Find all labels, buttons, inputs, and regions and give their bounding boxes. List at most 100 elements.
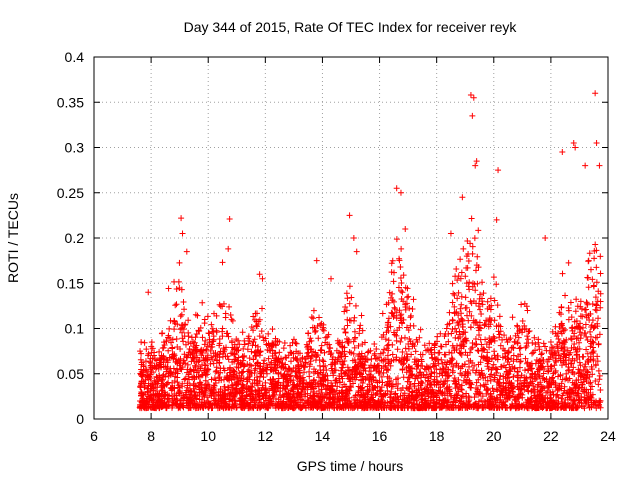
data-point — [558, 304, 565, 311]
data-point — [200, 405, 207, 412]
data-point — [341, 308, 348, 315]
data-point — [397, 393, 404, 400]
data-point — [542, 235, 549, 241]
data-point — [522, 344, 529, 351]
data-point — [514, 339, 521, 346]
data-point — [225, 333, 232, 340]
data-point — [461, 361, 468, 368]
data-point — [240, 357, 247, 364]
data-point — [342, 329, 349, 336]
data-point — [176, 259, 183, 266]
data-point — [272, 380, 279, 387]
data-point — [226, 404, 233, 411]
data-point — [428, 382, 435, 389]
data-point — [413, 373, 420, 380]
data-point — [271, 389, 278, 396]
data-point — [217, 392, 224, 399]
data-point — [479, 279, 486, 286]
data-point — [470, 317, 477, 324]
data-point — [379, 379, 386, 386]
data-point — [373, 400, 380, 407]
data-point — [466, 381, 473, 388]
data-point — [477, 382, 484, 389]
data-point — [379, 393, 386, 400]
data-point — [284, 405, 291, 412]
data-point — [256, 333, 263, 340]
data-point — [583, 333, 590, 340]
data-point — [540, 340, 547, 347]
data-point — [344, 322, 351, 329]
data-point — [395, 284, 402, 291]
data-point — [537, 403, 544, 410]
data-point — [349, 374, 356, 381]
data-point — [178, 215, 185, 222]
data-point — [454, 277, 461, 284]
data-point — [385, 315, 392, 322]
data-point — [488, 356, 495, 363]
data-point — [256, 396, 263, 403]
data-point — [538, 392, 545, 399]
data-point — [357, 391, 364, 398]
data-point — [293, 401, 300, 408]
data-point — [453, 328, 460, 335]
data-point — [383, 345, 390, 352]
data-point — [511, 365, 518, 372]
data-point — [378, 334, 385, 341]
data-point — [589, 276, 596, 283]
data-point — [451, 394, 458, 401]
data-point — [302, 383, 309, 390]
data-point — [384, 387, 391, 394]
data-point — [396, 257, 403, 264]
data-point — [593, 405, 600, 412]
data-point — [197, 324, 204, 331]
data-point — [497, 342, 504, 349]
data-point — [149, 364, 156, 371]
data-point — [512, 332, 519, 339]
data-point — [295, 350, 302, 357]
data-point — [549, 388, 556, 395]
data-point — [279, 385, 286, 392]
data-point — [426, 340, 433, 347]
data-point — [415, 362, 422, 369]
data-point — [356, 397, 363, 404]
data-point — [411, 343, 418, 350]
data-point — [479, 393, 486, 400]
data-point — [314, 322, 321, 329]
data-point — [327, 385, 334, 392]
data-point — [260, 360, 267, 367]
data-point — [514, 322, 521, 329]
data-point — [356, 330, 363, 337]
data-point — [350, 235, 357, 241]
data-point — [344, 295, 351, 302]
data-point — [400, 272, 407, 279]
data-point — [285, 389, 292, 396]
data-point — [413, 357, 420, 364]
data-point — [409, 393, 416, 400]
data-point — [244, 378, 251, 385]
data-point — [280, 382, 287, 389]
data-point — [423, 366, 430, 373]
data-point — [193, 369, 200, 376]
data-point — [568, 369, 575, 376]
data-point — [367, 347, 374, 354]
data-point — [418, 403, 425, 410]
data-point — [348, 384, 355, 391]
data-point — [233, 364, 240, 371]
data-point — [573, 296, 580, 303]
data-point — [378, 373, 385, 380]
data-point — [549, 374, 556, 381]
data-point — [573, 335, 580, 342]
data-point — [488, 317, 495, 324]
data-point — [477, 359, 484, 366]
data-point — [302, 359, 309, 366]
data-point — [211, 375, 218, 382]
data-point — [439, 372, 446, 379]
data-point — [581, 405, 588, 412]
data-point — [138, 378, 145, 385]
data-point — [400, 374, 407, 381]
data-point — [384, 324, 391, 331]
data-point — [320, 324, 327, 331]
data-point — [451, 374, 458, 381]
data-point — [248, 323, 255, 330]
data-point — [179, 329, 186, 336]
